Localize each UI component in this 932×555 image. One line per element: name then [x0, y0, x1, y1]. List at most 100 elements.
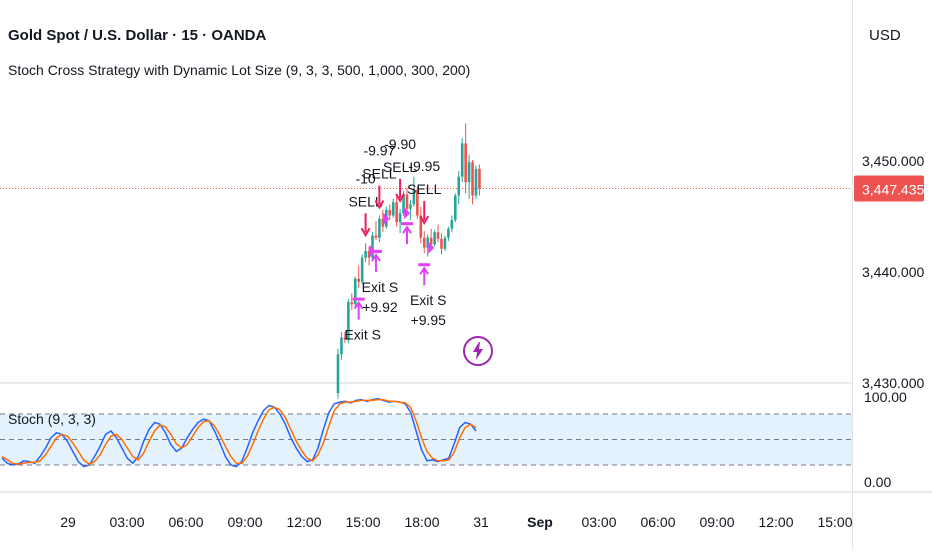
candle-body [474, 168, 478, 196]
exit-label: Exit S [344, 327, 381, 343]
sell-value-label: -10 [355, 170, 375, 186]
lightning-icon[interactable] [463, 336, 493, 366]
candle-body [340, 337, 343, 355]
time-tick-label: 18:00 [404, 514, 439, 530]
sell-arrow-head [395, 193, 405, 203]
candle-body [419, 215, 423, 238]
sell-value-label: -9.90 [384, 136, 416, 152]
candle-body [457, 176, 461, 196]
candle-body [443, 237, 447, 249]
candle-body [429, 237, 433, 245]
exit-value-label: +9.92 [362, 299, 398, 315]
time-tick-label: 15:00 [817, 514, 852, 530]
price-tick-label: 3,450.000 [862, 153, 924, 169]
candle-body [478, 168, 481, 189]
lightning-glyph [473, 342, 483, 360]
exit-value-label: +9.95 [411, 312, 447, 328]
time-tick-label: 12:00 [286, 514, 321, 530]
time-tick-label: 03:00 [109, 514, 144, 530]
price-tick-label: 3,440.000 [862, 264, 924, 280]
exit-bar [369, 249, 382, 253]
sell-value-label: -9.97 [363, 143, 395, 159]
strategy-legend[interactable]: Stoch Cross Strategy with Dynamic Lot Si… [8, 62, 471, 78]
candle-body [467, 162, 471, 183]
time-tick-label: 03:00 [581, 514, 616, 530]
sell-value-label: -9.95 [408, 158, 440, 174]
candle-body [343, 337, 347, 340]
time-tick-label: 09:00 [699, 514, 734, 530]
candle-body [436, 232, 440, 239]
candle-body [412, 189, 416, 205]
candle-body [353, 278, 357, 305]
exit-label: Exit S [362, 279, 399, 295]
candle-body [471, 162, 474, 196]
time-tick-label: 06:00 [168, 514, 203, 530]
price-axis[interactable]: 3,450.000 3,440.000 3,430.000 3,447.435 100.… [854, 153, 924, 490]
candle-body [360, 257, 364, 283]
candle-body [460, 143, 464, 177]
candle-body [405, 194, 409, 209]
time-tick-label: 29 [60, 514, 76, 530]
sell-arrow-head [419, 215, 430, 226]
candle-body [426, 237, 429, 248]
price-tick-label: 3,430.000 [862, 375, 924, 391]
candle-body [350, 302, 354, 305]
candle-body [409, 204, 412, 209]
grid-lines [0, 382, 932, 493]
candle-body [371, 235, 374, 258]
currency-label[interactable]: USD [869, 27, 901, 44]
candle-body [347, 302, 350, 340]
time-tick-label: Sep [527, 514, 553, 530]
candles [336, 123, 481, 399]
candle-body [364, 251, 367, 258]
time-axis[interactable]: 29 03:00 06:00 09:00 12:00 15:00 18:00 31 Sep 03:… [60, 514, 853, 530]
candle-body [402, 194, 405, 214]
stoch-tick-label: 0.00 [864, 474, 891, 490]
sell-label: SELL [383, 159, 417, 175]
candle-body [433, 232, 436, 245]
exit-arrow-head [402, 225, 412, 234]
candle-body [395, 202, 398, 223]
time-tick-label: 06:00 [640, 514, 675, 530]
stochastic-pane: Stoch (9, 3, 3) [0, 397, 852, 468]
candle-body [357, 278, 360, 283]
time-tick-label: 09:00 [227, 514, 262, 530]
candle-body [378, 218, 381, 238]
candle-body [450, 219, 454, 229]
entry-triangle [383, 212, 390, 225]
stoch-tick-label: 100.00 [864, 389, 907, 405]
candle-body [381, 218, 385, 227]
candle-body [447, 228, 450, 238]
time-tick-label: 15:00 [345, 514, 380, 530]
sell-label: SELL [362, 166, 396, 182]
last-price-badge [854, 175, 924, 202]
sell-label: SELL [407, 181, 441, 197]
exit-bar [352, 297, 365, 301]
exit-arrow-head [353, 300, 364, 310]
candle-body [398, 213, 402, 223]
candle-body [367, 251, 371, 258]
sell-arrow-head [374, 200, 385, 210]
candle-body [464, 143, 467, 183]
candle-body [454, 195, 457, 220]
candle-body [374, 235, 378, 238]
candle-body [388, 209, 392, 216]
time-tick-label: 12:00 [758, 514, 793, 530]
candle-body [391, 202, 395, 216]
exit-bar [418, 263, 431, 267]
exit-arrow-head [419, 266, 430, 275]
time-tick-label: 31 [473, 514, 489, 530]
exit-arrow-head [371, 253, 381, 262]
entry-triangle [428, 241, 435, 254]
candle-body [422, 237, 426, 248]
candle-body [416, 189, 419, 216]
symbol-title[interactable]: Gold Spot / U.S. Dollar · 15 · OANDA [8, 27, 267, 44]
stoch-legend-label: Stoch (9, 3, 3) [8, 411, 96, 427]
price-scale-divider [852, 0, 853, 550]
last-price-badge-label: 3,447.435 [862, 181, 924, 197]
exit-bar [401, 222, 413, 226]
candle-body [440, 238, 443, 249]
